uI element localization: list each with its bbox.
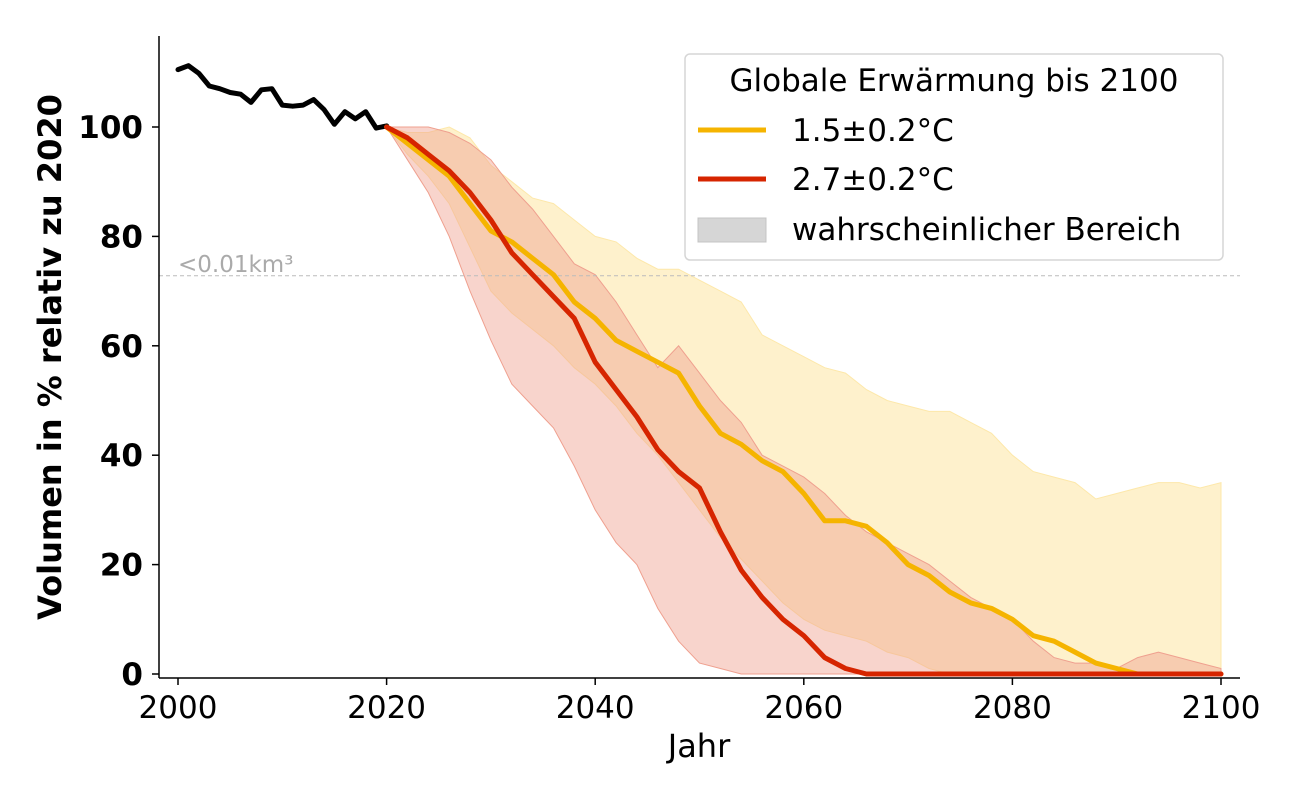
threshold-label: <0.01km³ bbox=[178, 252, 293, 278]
x-axis-label: Jahr bbox=[666, 727, 731, 765]
legend-label-2-7c: 2.7±0.2°C bbox=[792, 162, 954, 198]
legend-label-1-5c: 1.5±0.2°C bbox=[792, 113, 954, 149]
y-tick-label: 60 bbox=[100, 329, 143, 365]
x-tick-label: 2060 bbox=[764, 690, 843, 726]
legend-label-range: wahrscheinlicher Bereich bbox=[792, 212, 1181, 248]
series-lines bbox=[175, 63, 1224, 677]
y-axis-label: Volumen in % relativ zu 2020 bbox=[31, 94, 69, 620]
legend: Globale Erwärmung bis 2100 1.5±0.2°C 2.7… bbox=[684, 53, 1224, 261]
band-2-7c bbox=[385, 126, 1222, 675]
x-tick-label: 2020 bbox=[347, 690, 426, 726]
y-tick-label: 80 bbox=[100, 219, 143, 255]
likely-range-bands bbox=[385, 126, 1222, 675]
legend-box bbox=[684, 53, 1224, 261]
legend-title: Globale Erwärmung bis 2100 bbox=[730, 63, 1179, 99]
y-tick-label: 20 bbox=[100, 548, 143, 584]
line-2-7c bbox=[384, 124, 1224, 677]
y-tick-label: 40 bbox=[100, 438, 143, 474]
y-ticks: 0 20 40 60 80 100 bbox=[78, 110, 159, 693]
x-ticks: 2000 2020 2040 2060 2080 2100 bbox=[139, 678, 1261, 726]
historical-line bbox=[175, 63, 390, 131]
x-tick-label: 2100 bbox=[1182, 690, 1261, 726]
x-tick-label: 2000 bbox=[139, 690, 218, 726]
legend-swatch-range bbox=[697, 217, 767, 243]
band-1-5c bbox=[385, 126, 1222, 675]
x-tick-label: 2080 bbox=[973, 690, 1052, 726]
x-tick-label: 2040 bbox=[556, 690, 635, 726]
line-1-5c bbox=[384, 124, 1224, 677]
y-tick-label: 100 bbox=[78, 110, 143, 146]
y-tick-label: 0 bbox=[121, 657, 143, 693]
threshold-marker: <0.01km³ bbox=[159, 252, 1240, 278]
